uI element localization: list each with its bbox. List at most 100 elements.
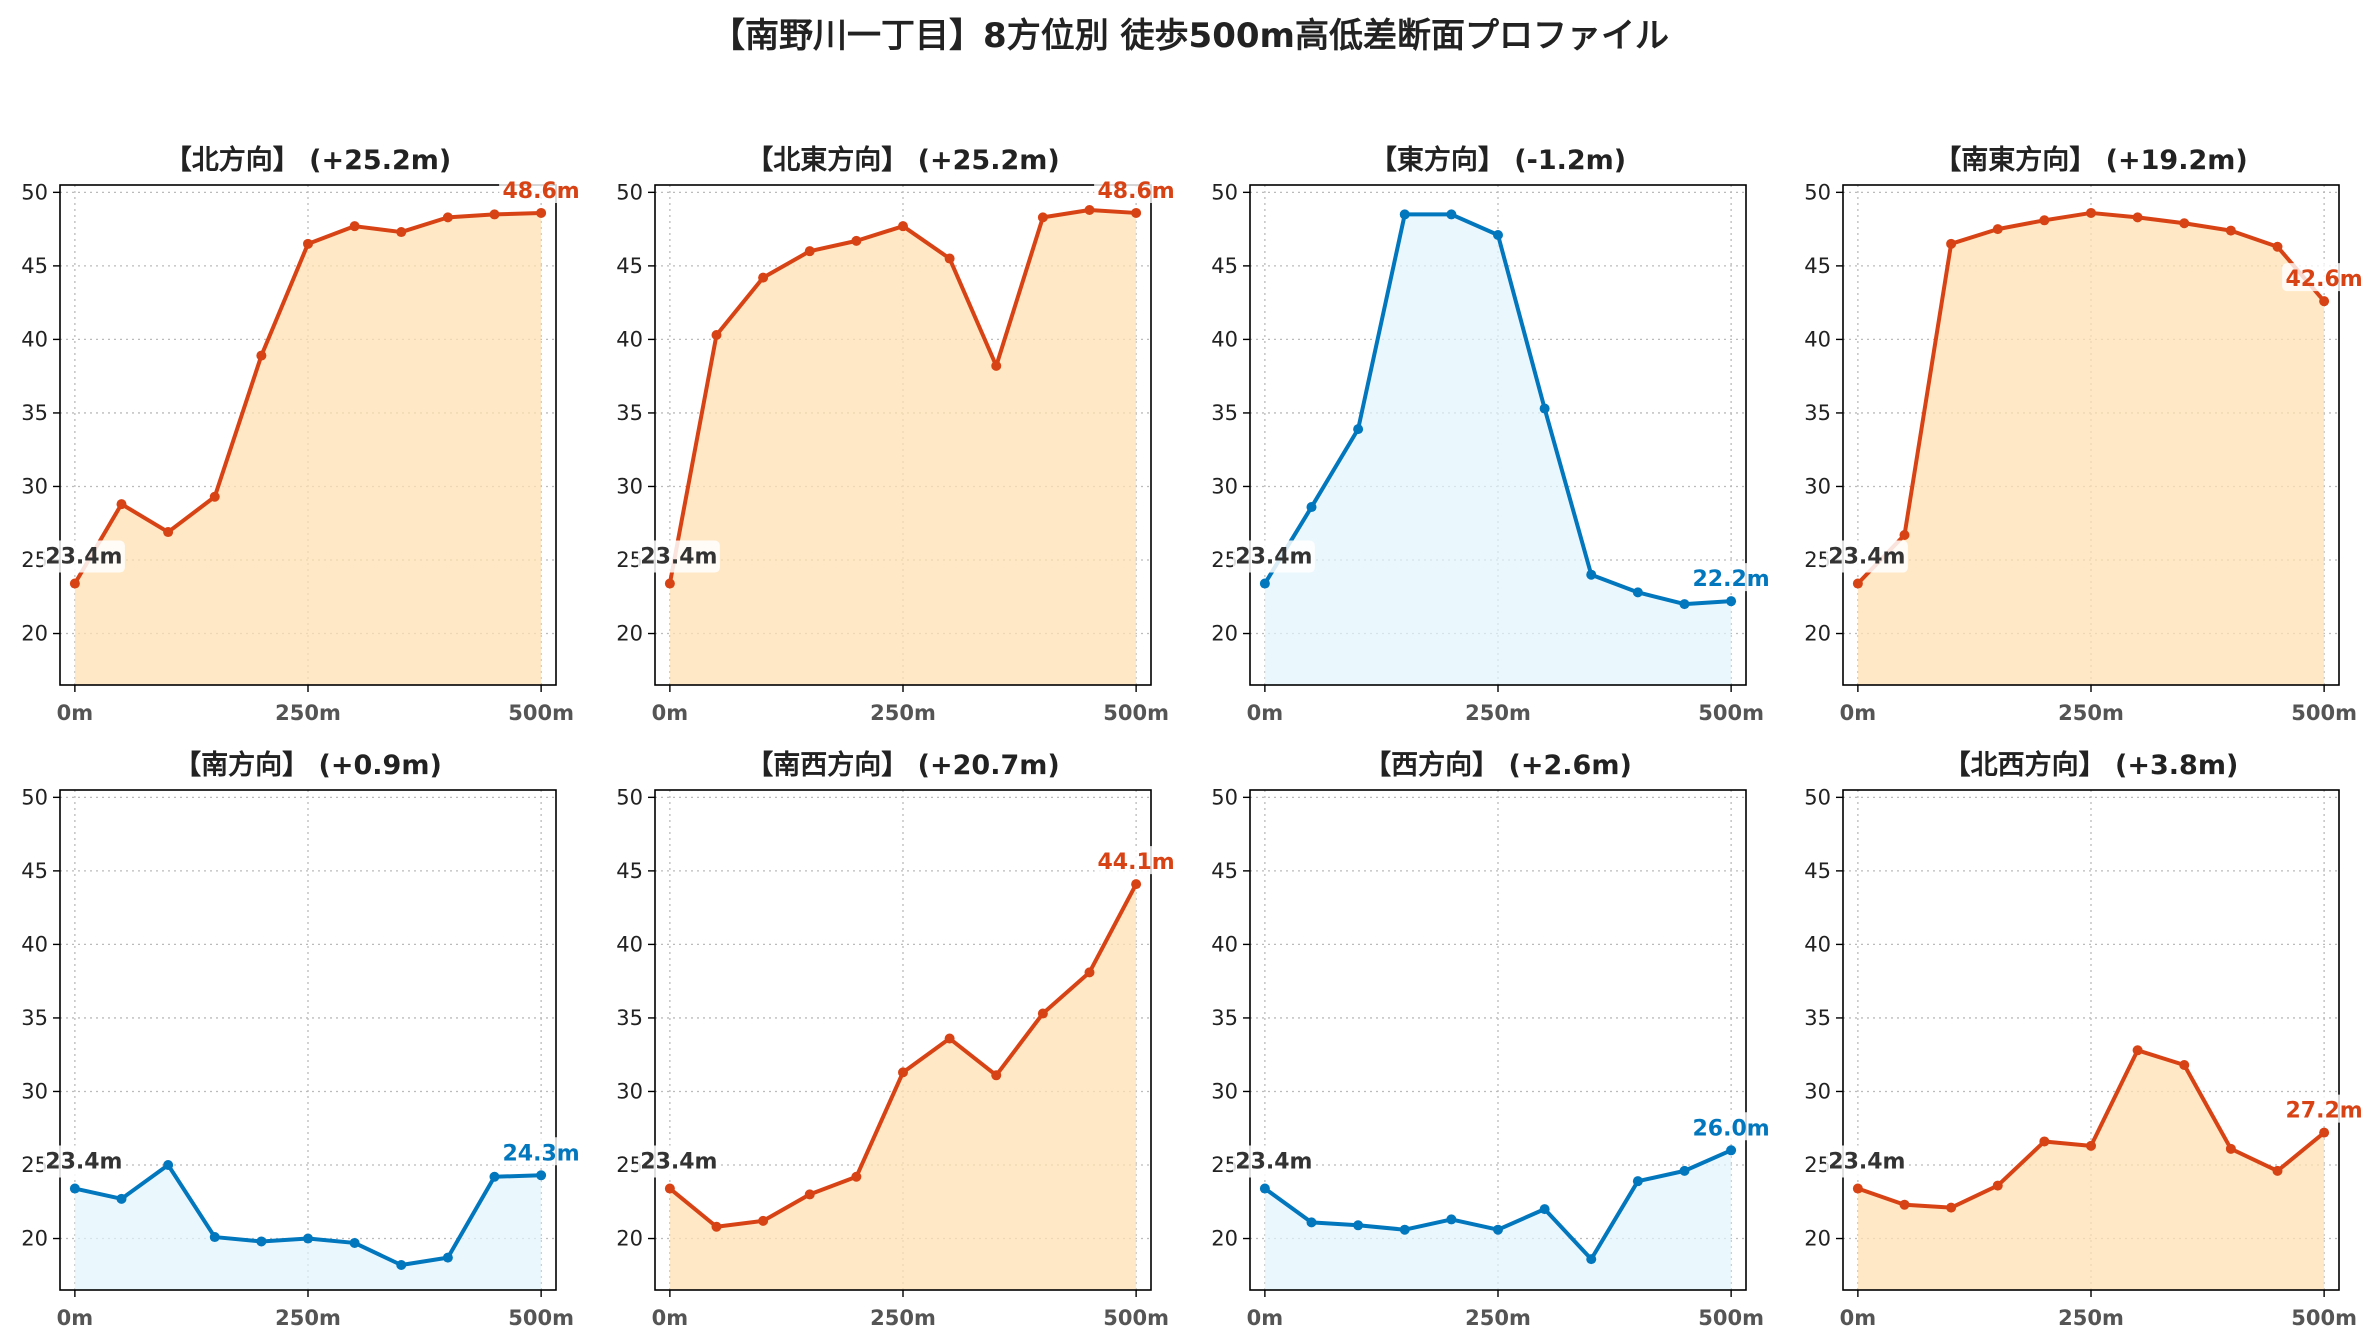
x-tick-label: 0m — [1247, 1306, 1284, 1330]
end-label: 48.6m — [1098, 179, 1175, 204]
data-point — [2225, 225, 2236, 236]
start-label-box — [42, 1145, 125, 1178]
data-point — [1353, 424, 1364, 435]
y-tick-label: 40 — [1211, 932, 1238, 956]
x-tick-label: 250m — [275, 1306, 341, 1330]
y-tick-label: 50 — [1804, 180, 1831, 204]
start-label-box — [1232, 540, 1315, 573]
data-point — [209, 1232, 220, 1243]
data-point — [2086, 1140, 2096, 1151]
data-point — [2272, 1165, 2283, 1176]
y-tick-label: 20 — [21, 622, 48, 646]
data-point — [664, 578, 675, 589]
start-label: 23.4m — [1235, 545, 1312, 570]
area-fill — [1264, 214, 1732, 686]
x-tick-label: 0m — [57, 701, 94, 725]
end-label-box — [2282, 1094, 2369, 1123]
data-point — [163, 1160, 174, 1170]
data-point — [256, 1236, 267, 1247]
end-label: 48.6m — [503, 179, 580, 204]
data-point — [442, 212, 453, 223]
y-tick-label: 45 — [616, 859, 643, 883]
start-label: 23.4m — [1828, 1150, 1905, 1175]
y-tick-label: 20 — [21, 1227, 48, 1251]
data-point — [1306, 502, 1317, 513]
data-point — [2179, 1060, 2190, 1070]
x-tick-label: 250m — [275, 701, 341, 725]
data-point — [2039, 1136, 2050, 1147]
y-tick-label: 40 — [1804, 932, 1831, 956]
y-tick-label: 50 — [1211, 785, 1238, 809]
area-fill — [1264, 1150, 1732, 1290]
subplot-title: 【南西方向】 (+20.7m) — [746, 749, 1059, 781]
data-point — [2179, 218, 2190, 229]
data-point — [1726, 596, 1737, 607]
data-point — [711, 1221, 722, 1232]
data-point — [303, 238, 313, 249]
subplot-title: 【北方向】 (+25.2m) — [165, 144, 451, 176]
data-point — [1852, 578, 1863, 589]
data-point — [1586, 1254, 1597, 1265]
data-point — [1679, 599, 1690, 610]
x-tick-label: 250m — [2058, 701, 2124, 725]
start-label-box — [1825, 1145, 1908, 1178]
data-point — [1632, 1176, 1643, 1187]
data-point — [1446, 209, 1457, 220]
y-tick-label: 30 — [21, 1079, 48, 1103]
x-tick-label: 500m — [2291, 701, 2357, 725]
y-tick-label: 40 — [616, 327, 643, 351]
x-tick-label: 500m — [1698, 1306, 1764, 1330]
end-label-box — [499, 174, 586, 203]
start-label: 23.4m — [1828, 545, 1905, 570]
data-point — [116, 499, 127, 510]
data-point — [2039, 215, 2050, 226]
data-point — [2272, 241, 2283, 252]
y-tick-label: 35 — [1211, 1006, 1238, 1030]
data-point — [396, 1260, 407, 1270]
end-label-box — [1689, 1112, 1776, 1141]
y-tick-label: 50 — [21, 785, 48, 809]
x-tick-label: 500m — [1103, 1306, 1169, 1330]
data-point — [898, 1067, 908, 1078]
end-label-box — [499, 1137, 586, 1166]
subplot-title: 【西方向】 (+2.6m) — [1364, 749, 1632, 781]
data-point — [758, 1215, 769, 1226]
area-fill — [74, 1165, 542, 1290]
y-tick-label: 50 — [616, 785, 643, 809]
data-point — [1992, 224, 2003, 235]
y-tick-label: 45 — [21, 254, 48, 278]
y-tick-label: 20 — [1804, 1227, 1831, 1251]
y-tick-label: 40 — [21, 327, 48, 351]
y-tick-label: 30 — [21, 474, 48, 498]
x-tick-label: 250m — [870, 701, 936, 725]
data-point — [1679, 1165, 1690, 1176]
data-point — [1399, 1224, 1410, 1235]
data-point — [1446, 1214, 1457, 1225]
y-tick-label: 40 — [1804, 327, 1831, 351]
data-point — [664, 1183, 675, 1194]
data-point — [2086, 207, 2096, 218]
y-tick-label: 45 — [21, 859, 48, 883]
data-point — [442, 1252, 453, 1263]
data-point — [851, 235, 862, 246]
subplot-title: 【東方向】 (-1.2m) — [1370, 144, 1626, 176]
end-label-box — [2282, 263, 2369, 292]
start-label-box — [637, 540, 720, 573]
data-point — [2132, 212, 2143, 223]
data-point — [851, 1171, 862, 1182]
y-tick-label: 40 — [21, 932, 48, 956]
start-label-box — [1232, 1145, 1315, 1178]
data-point — [1306, 1217, 1317, 1228]
y-tick-label: 35 — [1804, 1006, 1831, 1030]
data-point — [536, 207, 547, 218]
y-tick-label: 45 — [1804, 254, 1831, 278]
y-tick-label: 30 — [616, 474, 643, 498]
y-tick-label: 35 — [21, 401, 48, 425]
x-tick-label: 0m — [1247, 701, 1284, 725]
y-tick-label: 45 — [1804, 859, 1831, 883]
x-tick-label: 500m — [2291, 1306, 2357, 1330]
